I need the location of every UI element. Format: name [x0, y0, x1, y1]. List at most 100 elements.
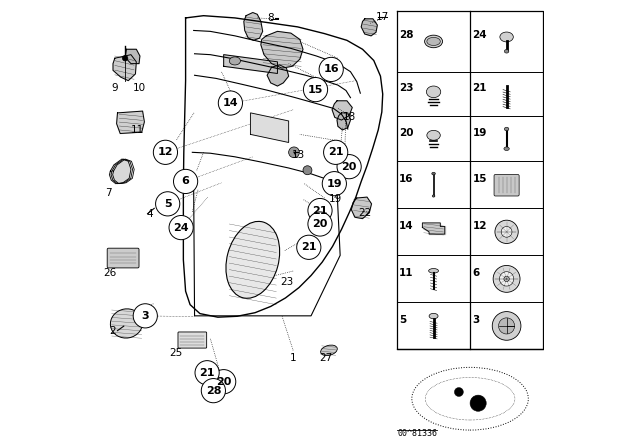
Polygon shape: [250, 113, 289, 142]
Circle shape: [308, 198, 332, 223]
Text: 10: 10: [133, 83, 146, 93]
Text: 12: 12: [472, 220, 487, 231]
Text: 21: 21: [328, 147, 344, 157]
Polygon shape: [337, 113, 351, 130]
Text: 20: 20: [312, 219, 328, 229]
Circle shape: [492, 312, 521, 340]
Polygon shape: [332, 101, 352, 120]
Ellipse shape: [321, 345, 337, 356]
Circle shape: [156, 192, 180, 216]
Circle shape: [504, 276, 509, 282]
Text: 14: 14: [399, 220, 414, 231]
Text: 5: 5: [399, 314, 406, 325]
Ellipse shape: [432, 172, 435, 175]
FancyBboxPatch shape: [107, 248, 139, 268]
Text: 12: 12: [157, 147, 173, 157]
Text: 11: 11: [131, 125, 144, 135]
Circle shape: [319, 57, 343, 82]
Ellipse shape: [110, 309, 143, 338]
Circle shape: [218, 91, 243, 115]
Text: 25: 25: [169, 348, 182, 358]
Polygon shape: [223, 55, 277, 73]
Circle shape: [499, 318, 515, 334]
Text: 1: 1: [290, 353, 296, 363]
Text: 28: 28: [399, 30, 414, 40]
Ellipse shape: [429, 314, 438, 319]
Text: 21: 21: [199, 368, 215, 378]
Ellipse shape: [504, 50, 509, 53]
Ellipse shape: [504, 127, 509, 131]
Text: 20: 20: [399, 128, 414, 138]
Polygon shape: [109, 159, 131, 184]
Circle shape: [323, 172, 346, 196]
Circle shape: [289, 147, 300, 158]
Circle shape: [122, 56, 128, 61]
Circle shape: [499, 271, 514, 286]
Text: 24: 24: [472, 30, 487, 40]
Circle shape: [308, 212, 332, 236]
Text: 00^81336: 00^81336: [398, 429, 438, 438]
Text: 16: 16: [399, 173, 414, 184]
Ellipse shape: [226, 221, 280, 298]
FancyBboxPatch shape: [178, 332, 207, 348]
Circle shape: [470, 395, 486, 411]
Text: 28: 28: [205, 386, 221, 396]
Ellipse shape: [424, 35, 442, 47]
Text: 6: 6: [472, 267, 479, 278]
Circle shape: [133, 304, 157, 328]
Circle shape: [495, 220, 518, 243]
Circle shape: [493, 265, 520, 292]
Ellipse shape: [500, 32, 513, 42]
Text: 11: 11: [399, 267, 414, 278]
Circle shape: [212, 370, 236, 394]
Text: 18: 18: [343, 112, 356, 122]
Circle shape: [297, 235, 321, 259]
Polygon shape: [422, 223, 445, 234]
Circle shape: [173, 169, 198, 194]
Text: 13: 13: [292, 150, 305, 159]
Circle shape: [154, 140, 177, 164]
Text: 9: 9: [111, 83, 118, 93]
Text: 2: 2: [109, 326, 116, 336]
Text: 21: 21: [301, 242, 317, 252]
Text: 17: 17: [376, 12, 389, 22]
Polygon shape: [113, 55, 136, 81]
Text: 21: 21: [312, 206, 328, 215]
Ellipse shape: [429, 268, 438, 273]
Polygon shape: [116, 111, 145, 134]
Circle shape: [337, 155, 361, 179]
Circle shape: [169, 215, 193, 240]
Text: 22: 22: [358, 208, 371, 218]
Ellipse shape: [229, 57, 241, 65]
Circle shape: [201, 379, 225, 403]
Text: 14: 14: [223, 98, 238, 108]
Text: 16: 16: [323, 65, 339, 74]
Text: 19: 19: [472, 128, 486, 138]
Polygon shape: [267, 65, 289, 86]
Text: 4: 4: [147, 209, 153, 219]
Polygon shape: [261, 31, 303, 68]
Circle shape: [454, 388, 463, 396]
Text: 27: 27: [319, 353, 332, 363]
Text: 5: 5: [164, 199, 172, 209]
Circle shape: [501, 226, 512, 237]
Circle shape: [303, 78, 328, 102]
Ellipse shape: [504, 147, 509, 151]
Ellipse shape: [427, 130, 440, 140]
Text: 6: 6: [182, 177, 189, 186]
Text: 15: 15: [308, 85, 323, 95]
Text: 23: 23: [280, 277, 294, 287]
Text: 19: 19: [328, 194, 342, 204]
Circle shape: [195, 361, 219, 385]
Text: 24: 24: [173, 223, 189, 233]
Text: 19: 19: [326, 179, 342, 189]
Text: 26: 26: [103, 268, 116, 278]
Text: 3: 3: [472, 314, 479, 325]
Polygon shape: [361, 19, 378, 36]
Text: 20: 20: [216, 377, 232, 387]
Text: 7: 7: [105, 188, 112, 198]
FancyBboxPatch shape: [494, 174, 519, 196]
Circle shape: [324, 140, 348, 164]
Circle shape: [303, 166, 312, 175]
Text: 20: 20: [341, 162, 357, 172]
